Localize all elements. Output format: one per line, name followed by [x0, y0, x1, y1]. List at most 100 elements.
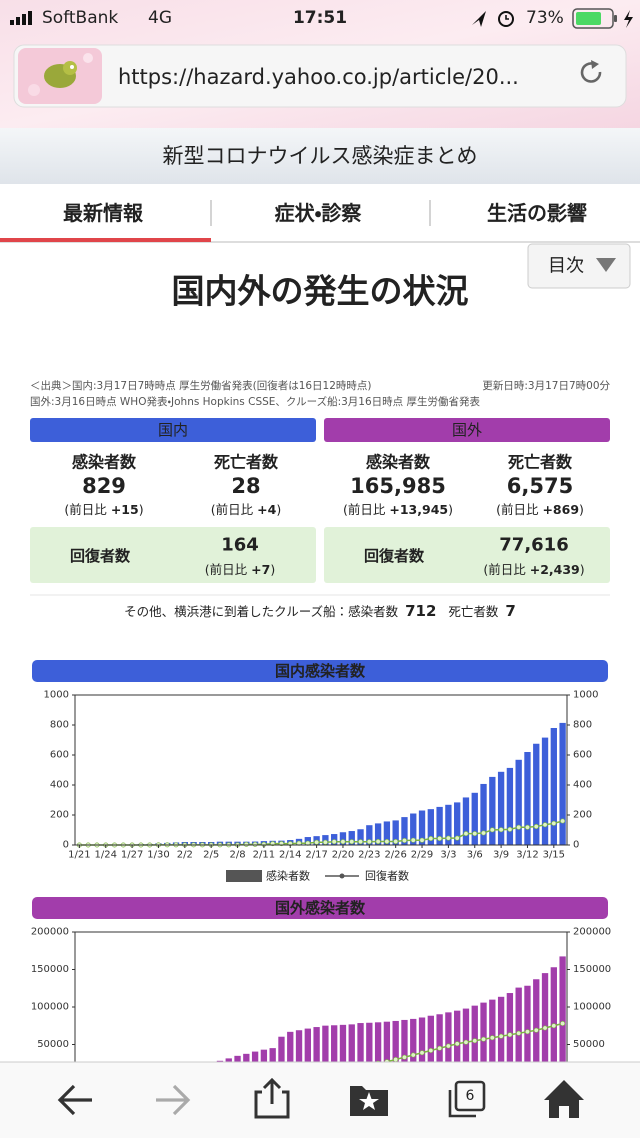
y-tick-label: 1000 — [44, 690, 69, 701]
y2-tick-label: 150000 — [573, 964, 611, 975]
site-icon — [18, 48, 102, 104]
line-marker — [498, 827, 504, 833]
bookmarks-button[interactable] — [350, 1086, 388, 1116]
y-tick-label: 100000 — [31, 1002, 69, 1013]
line-marker — [498, 1033, 504, 1039]
x-tick-label: 2/2 — [177, 850, 193, 861]
x-tick-label: 3/9 — [493, 850, 509, 861]
bar — [348, 1024, 355, 1082]
line-marker — [454, 1041, 460, 1047]
cruise-deaths: 7 — [505, 602, 515, 620]
bar — [497, 996, 505, 1082]
line-marker — [542, 1025, 548, 1031]
bar — [374, 823, 382, 845]
battery-icon — [572, 8, 633, 29]
recovered-value: 164 — [221, 535, 259, 556]
line-marker — [428, 1048, 434, 1054]
y2-tick-label: 100000 — [573, 1002, 611, 1013]
heading: 国内外の発生の状況 — [172, 272, 469, 311]
bar — [366, 825, 373, 845]
bar — [541, 737, 549, 845]
legend-swatch — [339, 873, 345, 879]
y2-tick-label: 400 — [573, 780, 592, 791]
tab[interactable]: 最新情報 — [63, 201, 144, 225]
tab[interactable]: 症状・診察 — [275, 201, 363, 225]
x-tick-label: 1/21 — [68, 850, 90, 861]
toolbar: 6 — [0, 1061, 640, 1138]
tabs-button[interactable] — [448, 1080, 486, 1118]
line-marker — [472, 1038, 478, 1044]
home-button[interactable] — [544, 1080, 584, 1118]
bar — [489, 776, 496, 845]
bar — [506, 767, 514, 845]
bar — [357, 1023, 364, 1082]
location-icon — [472, 11, 486, 27]
legend-swatch — [226, 870, 262, 882]
region-label: 国内 — [158, 421, 188, 439]
x-tick-label: 2/17 — [305, 850, 327, 861]
forward-button[interactable] — [156, 1084, 191, 1116]
stat-value: 829 — [82, 474, 126, 498]
bar — [471, 792, 478, 845]
reload-button[interactable] — [580, 62, 602, 83]
x-tick-label: 3/3 — [440, 850, 456, 861]
x-tick-label: 2/8 — [229, 850, 245, 861]
bar — [401, 817, 408, 845]
bar — [339, 1024, 347, 1082]
battery-level: 73% — [526, 8, 564, 28]
share-button[interactable] — [254, 1077, 290, 1119]
tab[interactable]: 生活の影響 — [487, 201, 587, 225]
region-header — [324, 418, 610, 442]
toc-label[interactable]: 目次 — [548, 256, 584, 277]
x-tick-label: 2/5 — [203, 850, 219, 861]
x-tick-label: 1/27 — [121, 850, 143, 861]
plot-frame — [74, 694, 568, 846]
bar — [462, 797, 470, 845]
bar — [524, 752, 531, 845]
line-marker — [252, 841, 258, 847]
line-marker — [481, 830, 487, 836]
chart-banner — [32, 897, 608, 919]
line-marker — [419, 1050, 425, 1056]
back-button[interactable] — [57, 1084, 92, 1116]
bar — [515, 759, 522, 845]
x-tick-label: 2/23 — [358, 850, 380, 861]
line-marker — [507, 1032, 513, 1038]
cruise-infected: 712 — [405, 602, 436, 620]
y2-tick-label: 600 — [573, 750, 592, 761]
recovered-value: 77,616 — [499, 535, 568, 556]
y-tick-label: 800 — [50, 720, 69, 731]
bar — [506, 993, 514, 1082]
recovered-box — [324, 527, 610, 583]
url[interactable]: https://hazard.yahoo.co.jp/article/20... — [118, 65, 519, 89]
toc-arrow — [596, 258, 616, 272]
line-marker — [314, 839, 320, 845]
cruise-info: その他、横浜港に到着したクルーズ船：感染者数 712 死亡者数 7 — [124, 602, 516, 620]
x-tick-label: 1/30 — [147, 850, 169, 861]
bar — [559, 956, 566, 1082]
bar — [278, 1036, 285, 1082]
title-bar — [0, 128, 640, 184]
line-marker — [437, 1045, 443, 1051]
signal-icon — [10, 11, 32, 25]
carrier: SoftBank — [42, 8, 118, 28]
chart-title: 国内感染者数 — [275, 662, 366, 680]
toc-button[interactable] — [527, 243, 631, 289]
bar — [339, 832, 347, 845]
cruise-deaths-label: 死亡者数 — [448, 604, 499, 619]
change-value: +7 — [251, 562, 270, 577]
line-marker — [366, 839, 372, 845]
change-prefix: (前日比 — [205, 562, 248, 577]
y-tick-label: 400 — [50, 780, 69, 791]
y-tick-label: 200 — [50, 810, 69, 821]
line-marker — [243, 841, 249, 847]
line-marker — [560, 1020, 566, 1026]
bar — [480, 1002, 487, 1082]
line-marker — [516, 824, 522, 830]
line-marker — [340, 839, 346, 845]
stat-value: 28 — [231, 474, 260, 498]
stat-label: 死亡者数 — [213, 453, 279, 472]
line-marker — [524, 824, 530, 830]
url-bar[interactable] — [13, 44, 627, 108]
